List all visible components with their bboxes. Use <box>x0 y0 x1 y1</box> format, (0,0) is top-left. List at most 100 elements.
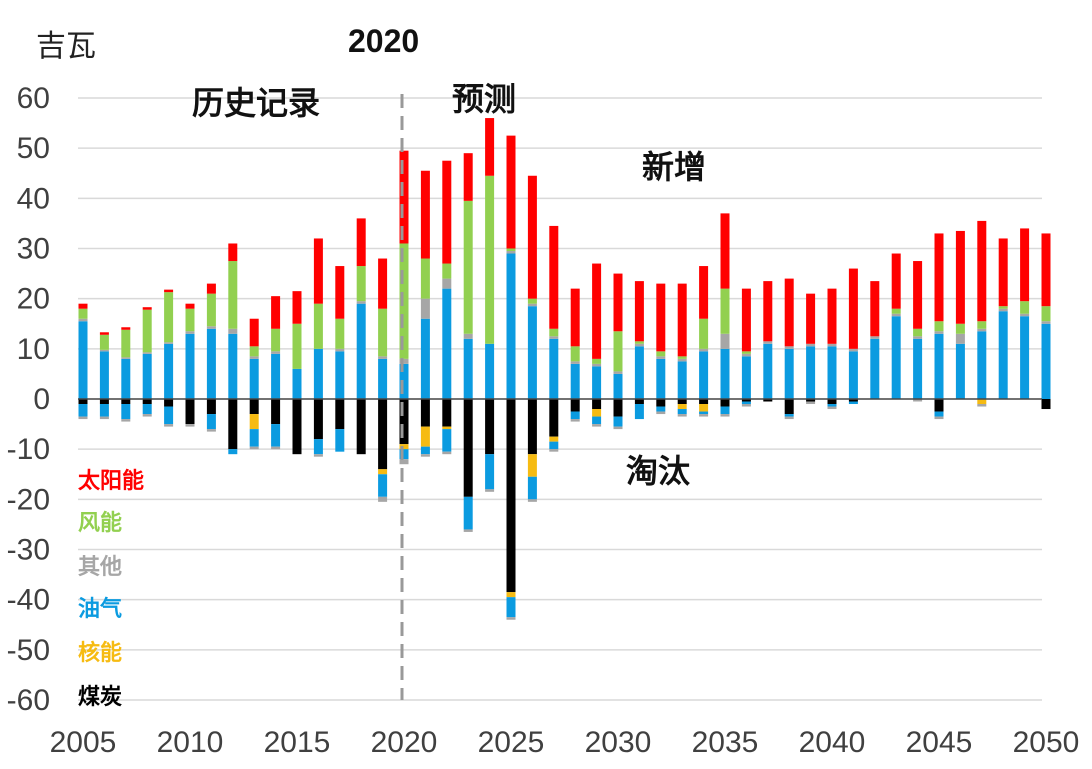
bar-addition-gas-2013 <box>249 358 259 399</box>
bar-addition-other-2034 <box>699 348 709 352</box>
bar-addition-gas-2014 <box>271 353 281 399</box>
bar-addition-solar-2009 <box>164 289 174 293</box>
bar-addition-solar-2005 <box>78 303 88 309</box>
bar-addition-gas-2009 <box>164 343 174 399</box>
bar-retirement-gas-2014 <box>271 424 281 447</box>
bar-addition-wind-2011 <box>206 293 216 327</box>
bar-retirement-gas-2020 <box>399 449 409 460</box>
bar-addition-wind-2019 <box>378 308 388 357</box>
bar-addition-solar-2034 <box>699 266 709 319</box>
bar-addition-other-2036 <box>741 353 751 357</box>
bar-addition-wind-2010 <box>185 308 195 332</box>
bar-retirement-other-2028 <box>570 419 580 422</box>
bar-addition-solar-2050 <box>1041 233 1051 307</box>
bar-addition-gas-2012 <box>228 333 238 399</box>
y-tick-label: -40 <box>7 584 50 617</box>
bar-retirement-coal-2033 <box>677 399 687 405</box>
bar-retirement-other-2027 <box>549 449 559 452</box>
bar-addition-other-2037 <box>763 341 773 344</box>
bar-addition-solar-2045 <box>934 233 944 322</box>
bar-retirement-gas-2005 <box>78 404 88 417</box>
bar-retirement-gas-2025 <box>506 597 516 618</box>
bar-addition-solar-2023 <box>463 153 473 201</box>
forecast-label: 预测 <box>452 80 516 118</box>
bar-addition-other-2009 <box>164 342 174 344</box>
bar-retirement-other-2023 <box>463 529 473 532</box>
bar-retirement-gas-2038 <box>784 414 794 417</box>
bar-addition-solar-2012 <box>228 243 238 262</box>
bar-retirement-gas-2028 <box>570 411 580 420</box>
bar-retirement-gas-2008 <box>142 404 152 415</box>
bar-retirement-gas-2009 <box>164 406 174 425</box>
bar-retirement-gas-2023 <box>463 496 473 530</box>
bar-retirement-other-2033 <box>677 414 687 417</box>
bar-retirement-other-2014 <box>271 446 281 450</box>
bar-addition-wind-2046 <box>955 323 965 334</box>
bar-retirement-coal-2012 <box>228 399 238 450</box>
bar-retirement-gas-2012 <box>228 449 238 455</box>
bar-retirement-gas-2040 <box>827 404 837 407</box>
bar-retirement-other-2047 <box>977 404 987 407</box>
bar-addition-gas-2035 <box>720 348 730 399</box>
bar-addition-gas-2018 <box>356 303 366 399</box>
bar-addition-solar-2015 <box>292 291 302 324</box>
bar-retirement-coal-2026 <box>527 399 537 455</box>
bar-addition-other-2041 <box>848 348 858 352</box>
bar-addition-other-2006 <box>99 349 109 352</box>
bar-retirement-nuclear-2021 <box>420 426 430 447</box>
bar-retirement-nuclear-2034 <box>699 404 709 412</box>
bar-retirement-gas-2032 <box>656 406 666 412</box>
bar-retirement-coal-2031 <box>634 399 644 405</box>
bar-addition-wind-2044 <box>913 328 923 337</box>
legend-gas: 油气 <box>78 596 122 622</box>
bar-addition-wind-2047 <box>977 321 987 329</box>
bar-addition-gas-2050 <box>1041 323 1051 399</box>
bar-retirement-coal-2023 <box>463 399 473 497</box>
bar-retirement-nuclear-2020 <box>399 444 409 450</box>
bar-retirement-coal-2036 <box>741 399 751 402</box>
bar-addition-solar-2016 <box>313 238 323 304</box>
bar-addition-wind-2007 <box>121 329 131 358</box>
bar-addition-gas-2043 <box>891 316 901 399</box>
bar-retirement-other-2020 <box>399 459 409 465</box>
bar-retirement-other-2026 <box>527 499 537 502</box>
bar-addition-solar-2036 <box>741 288 751 352</box>
bar-addition-wind-2015 <box>292 323 302 369</box>
bar-addition-wind-2049 <box>1020 301 1030 314</box>
bar-retirement-other-2009 <box>164 424 174 427</box>
bar-addition-solar-2014 <box>271 296 281 329</box>
bar-retirement-gas-2026 <box>527 476 537 500</box>
bar-retirement-coal-2010 <box>185 399 195 425</box>
gridlines <box>78 97 1042 701</box>
bar-addition-gas-2008 <box>142 353 152 399</box>
y-tick-label: -60 <box>7 684 50 717</box>
bar-retirement-other-2008 <box>142 414 152 417</box>
bar-addition-gas-2032 <box>656 358 666 399</box>
bar-addition-other-2021 <box>420 298 430 319</box>
y-tick-label: -20 <box>7 483 50 516</box>
retirements-label: 淘汰 <box>626 452 690 490</box>
legend-solar: 太阳能 <box>78 468 144 494</box>
bar-addition-solar-2008 <box>142 307 152 310</box>
bar-addition-solar-2025 <box>506 135 516 249</box>
bar-addition-gas-2042 <box>870 338 880 399</box>
bar-retirement-other-2036 <box>741 404 751 407</box>
bar-addition-other-2027 <box>549 336 559 339</box>
bar-addition-solar-2018 <box>356 218 366 267</box>
bar-retirement-gas-2021 <box>420 446 430 455</box>
bar-retirement-coal-2007 <box>121 399 131 405</box>
bar-addition-solar-2029 <box>592 263 602 359</box>
bar-addition-gas-2034 <box>699 351 709 399</box>
bar-addition-solar-2035 <box>720 213 730 289</box>
bar-addition-other-2043 <box>891 313 901 317</box>
bar-retirement-gas-2033 <box>677 409 687 415</box>
bar-retirement-coal-2016 <box>313 399 323 440</box>
bar-retirement-nuclear-2029 <box>592 409 602 417</box>
bar-addition-solar-2042 <box>870 281 880 337</box>
x-tick-label: 2015 <box>264 726 331 759</box>
bar-retirement-other-2034 <box>699 414 709 417</box>
bar-addition-wind-2020 <box>399 243 409 359</box>
x-tick-label: 2020 <box>371 726 438 759</box>
bar-retirement-other-2019 <box>378 496 388 502</box>
bar-addition-other-2033 <box>677 358 687 362</box>
